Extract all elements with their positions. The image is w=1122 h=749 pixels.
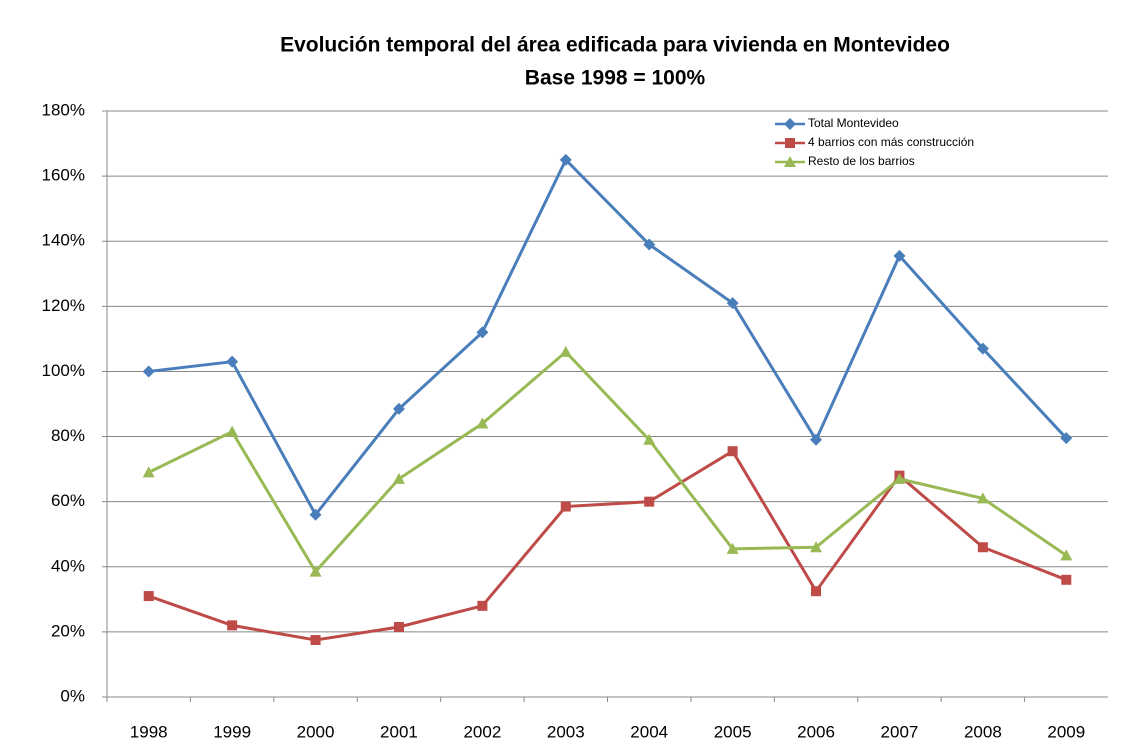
marker [310, 635, 321, 646]
marker [643, 238, 656, 251]
x-tick-label: 2002 [463, 722, 501, 741]
chart-title: Evolución temporal del área edificada pa… [280, 34, 950, 57]
marker [392, 472, 405, 484]
y-tick-label: 100% [42, 361, 85, 380]
marker [226, 425, 239, 437]
marker [784, 156, 796, 167]
marker [1060, 549, 1073, 561]
marker [726, 297, 739, 310]
marker [476, 417, 489, 429]
marker [393, 622, 404, 633]
marker [143, 591, 154, 602]
marker [810, 541, 823, 553]
x-tick-label: 2004 [630, 722, 668, 741]
marker [476, 326, 489, 339]
y-tick-label: 180% [42, 100, 85, 119]
x-tick-label: 2007 [881, 722, 919, 741]
series-line [148, 157, 1068, 518]
marker [784, 118, 796, 130]
marker [392, 402, 405, 415]
marker [726, 542, 739, 554]
x-tick-label: 2009 [1047, 722, 1085, 741]
marker [893, 249, 906, 262]
y-tick-label: 60% [51, 491, 85, 510]
marker [644, 496, 655, 507]
marker [309, 565, 322, 577]
legend-text: 4 barrios con más construcción [808, 135, 974, 149]
chart-subtitle: Base 1998 = 100% [525, 67, 706, 90]
x-tick-label: 1998 [130, 722, 168, 741]
marker [643, 433, 656, 445]
marker [559, 153, 572, 166]
marker [560, 501, 571, 512]
marker [227, 620, 238, 631]
series-line [148, 449, 1067, 642]
marker [977, 542, 988, 553]
marker [811, 586, 822, 597]
marker [142, 466, 155, 478]
marker [893, 472, 906, 484]
marker [226, 355, 239, 368]
marker [976, 492, 989, 504]
x-tick-label: 2005 [714, 722, 752, 741]
marker [727, 446, 738, 457]
marker [810, 433, 823, 446]
x-tick-label: 2006 [797, 722, 835, 741]
y-tick-label: 40% [51, 556, 85, 575]
y-tick-label: 80% [51, 426, 85, 445]
marker [559, 345, 572, 357]
marker [477, 600, 488, 611]
x-tick-label: 1999 [213, 722, 251, 741]
x-tick-label: 2000 [297, 722, 335, 741]
marker [1060, 432, 1073, 445]
x-tick-label: 2001 [380, 722, 418, 741]
marker [1061, 574, 1072, 585]
marker [976, 342, 989, 355]
marker [785, 138, 795, 148]
y-tick-label: 160% [42, 166, 85, 185]
marker [142, 365, 155, 378]
x-tick-label: 2008 [964, 722, 1002, 741]
series-line [148, 349, 1068, 575]
marker [309, 508, 322, 521]
y-tick-label: 20% [51, 621, 85, 640]
y-tick-label: 120% [42, 296, 85, 315]
legend-text: Resto de los barrios [808, 154, 915, 168]
y-tick-label: 0% [60, 686, 85, 705]
x-tick-label: 2003 [547, 722, 585, 741]
y-tick-label: 140% [42, 231, 85, 250]
legend-text: Total Montevideo [808, 116, 899, 130]
